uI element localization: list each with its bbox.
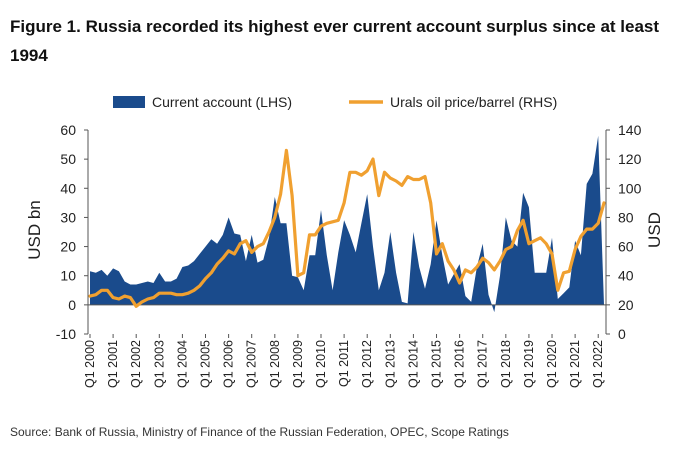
- x-tick-label: Q1 2010: [314, 340, 328, 388]
- x-tick-label: Q1 2021: [568, 340, 582, 388]
- x-tick-label: Q1 2000: [83, 340, 97, 388]
- left-tick-label: 0: [68, 297, 76, 313]
- x-tick-label: Q1 2019: [522, 340, 536, 388]
- legend-swatch-current-account: [113, 96, 145, 108]
- series-line-urals-oil-price: [88, 148, 606, 308]
- left-tick-label: -10: [56, 326, 76, 342]
- left-tick-label: 10: [60, 268, 76, 284]
- x-tick-label: Q1 2012: [360, 340, 374, 388]
- x-tick-label: Q1 2006: [222, 340, 236, 388]
- x-tick-label: Q1 2003: [152, 340, 166, 388]
- right-tick-label: 60: [618, 239, 634, 255]
- legend-label-urals-oil: Urals oil price/barrel (RHS): [390, 94, 557, 110]
- right-tick-label: 120: [618, 151, 642, 167]
- left-tick-label: 40: [60, 180, 76, 196]
- legend-label-current-account: Current account (LHS): [152, 94, 292, 110]
- chart-title: Figure 1. Russia recorded its highest ev…: [10, 17, 660, 65]
- right-tick-label: 100: [618, 180, 642, 196]
- x-tick-label: Q1 2007: [245, 340, 259, 388]
- x-tick-label: Q1 2005: [199, 340, 213, 388]
- left-tick-label: 20: [60, 239, 76, 255]
- x-tick-label: Q1 2015: [430, 340, 444, 388]
- chart-svg: Current account (LHS) Urals oil price/bar…: [25, 94, 664, 388]
- right-tick-label: 20: [618, 297, 634, 313]
- left-tick-label: 30: [60, 209, 76, 225]
- x-tick-label: Q1 2020: [545, 340, 559, 388]
- source-note: Source: Bank of Russia, Ministry of Fina…: [10, 425, 509, 439]
- x-tick-label: Q1 2004: [175, 340, 189, 388]
- x-tick-label: Q1 2018: [499, 340, 513, 388]
- x-tick-label: Q1 2008: [268, 340, 282, 388]
- legend: Current account (LHS) Urals oil price/bar…: [113, 94, 557, 110]
- axes: -10 0 10 20 30 40 50 60 0 20 40 60 80 100 120 140 Q1 200…: [25, 122, 664, 388]
- x-tick-label: Q1 2009: [291, 340, 305, 388]
- right-tick-label: 40: [618, 268, 634, 284]
- x-tick-label: Q1 2001: [106, 340, 120, 388]
- x-tick-label: Q1 2014: [406, 340, 420, 388]
- x-tick-label: Q1 2017: [476, 340, 490, 388]
- right-tick-label: 140: [618, 122, 642, 138]
- plot-area: [88, 135, 606, 313]
- y-axis-label-right: USD: [645, 212, 664, 248]
- y-axis-label-left: USD bn: [25, 200, 44, 260]
- right-tick-label: 0: [618, 326, 626, 342]
- x-tick-label: Q1 2016: [453, 340, 467, 388]
- left-tick-label: 50: [60, 151, 76, 167]
- x-tick-label: Q1 2011: [337, 340, 351, 387]
- right-tick-label: 80: [618, 209, 634, 225]
- x-tick-label: Q1 2002: [129, 340, 143, 388]
- series-area-current-account: [90, 135, 604, 313]
- x-tick-label: Q1 2022: [591, 340, 605, 388]
- left-tick-label: 60: [60, 122, 76, 138]
- x-tick-label: Q1 2013: [383, 340, 397, 388]
